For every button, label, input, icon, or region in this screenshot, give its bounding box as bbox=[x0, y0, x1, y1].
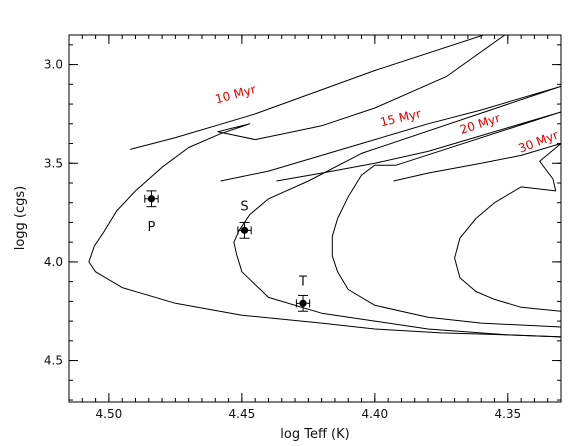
x-tick-label: 4.40 bbox=[361, 407, 388, 421]
point-marker bbox=[240, 226, 249, 234]
point-marker bbox=[147, 195, 156, 203]
data-point: T bbox=[295, 274, 311, 312]
y-axis-label: logg (cgs) bbox=[13, 186, 28, 251]
x-tick-label: 4.45 bbox=[229, 407, 256, 421]
data-point: S bbox=[237, 199, 252, 239]
isochrone-curves bbox=[88, 35, 561, 338]
data-points: P S T bbox=[144, 190, 311, 312]
isochrone-line bbox=[393, 143, 561, 312]
y-tick-label: 3.0 bbox=[44, 58, 63, 72]
isochrone-label: 30 Myr bbox=[516, 128, 560, 156]
y-tick-label: 4.5 bbox=[44, 354, 63, 368]
x-axis-label: log Teff (K) bbox=[280, 427, 349, 442]
point-label: P bbox=[148, 220, 156, 235]
point-label: S bbox=[240, 199, 248, 214]
data-point: P bbox=[144, 190, 159, 235]
isochrone-label: 15 Myr bbox=[379, 106, 423, 129]
isochrone-line bbox=[220, 85, 561, 338]
axis-ticks bbox=[68, 35, 562, 402]
point-marker bbox=[299, 299, 307, 307]
isochrone-label: 10 Myr bbox=[214, 82, 258, 106]
x-tick-label: 4.35 bbox=[494, 407, 521, 421]
isochrone-line bbox=[276, 111, 561, 328]
plot-frame bbox=[68, 34, 562, 403]
axis-tick-labels: 4.50 4.45 4.40 4.35 3.0 3.5 4.0 4.5 bbox=[44, 58, 521, 421]
x-tick-label: 4.50 bbox=[96, 407, 123, 421]
point-label: T bbox=[298, 274, 307, 289]
y-tick-label: 3.5 bbox=[44, 156, 63, 170]
y-tick-label: 4.0 bbox=[44, 255, 63, 269]
isochrone-line bbox=[88, 35, 561, 338]
